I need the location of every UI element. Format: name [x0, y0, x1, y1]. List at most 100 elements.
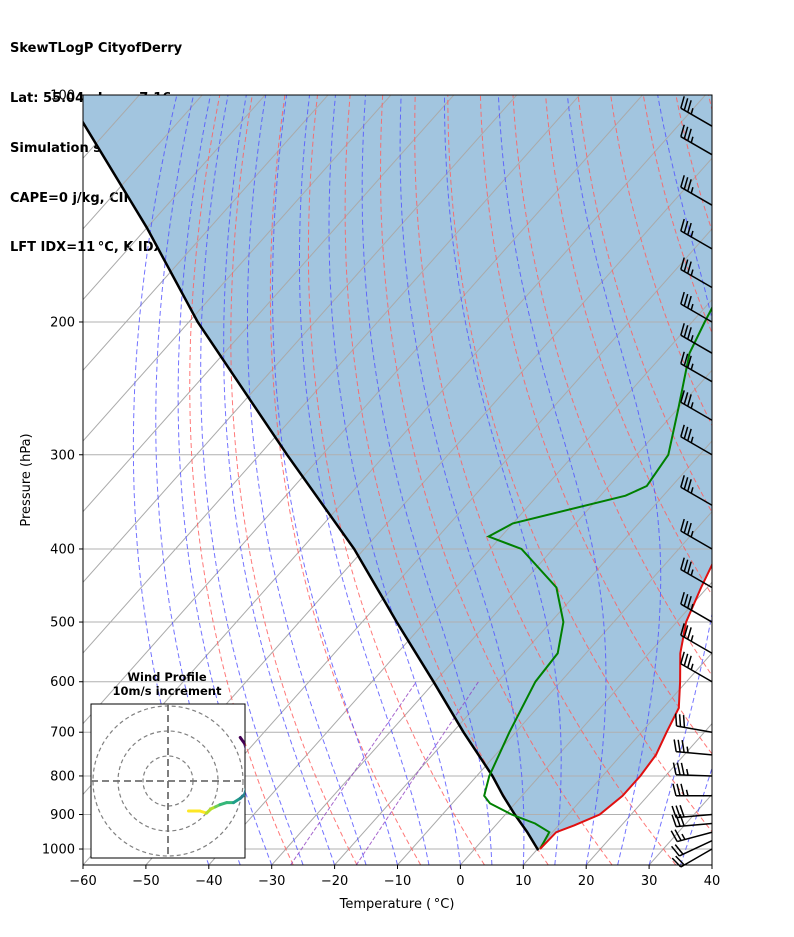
isotherm-line	[83, 95, 266, 301]
wind-barb-flag	[687, 627, 692, 640]
isotherm-line	[271, 369, 712, 865]
wind-barb-half-flag	[690, 187, 694, 194]
hodograph-segment	[249, 761, 250, 769]
wind-barb	[680, 591, 713, 623]
hodograph-segment	[247, 777, 249, 785]
wind-barb	[680, 175, 713, 206]
wind-barb	[680, 518, 713, 550]
wind-barb-half-flag	[690, 269, 694, 276]
wind-barb-flag	[674, 829, 682, 841]
wind-barb-flag	[680, 518, 685, 532]
wind-barb-half-flag	[686, 746, 689, 753]
wind-barb	[672, 762, 713, 777]
x-tick-label: 0	[456, 874, 464, 889]
y-tick-label: 200	[50, 315, 75, 330]
wind-barb-flag	[687, 394, 692, 407]
isotherm-line	[83, 95, 455, 513]
wind-barb-flag	[679, 813, 685, 827]
wind-barb-staff	[680, 334, 713, 354]
wind-barb	[680, 424, 713, 456]
wind-barb-flag	[682, 714, 686, 728]
wind-barb-flag	[687, 522, 692, 536]
wind-barb-staff	[680, 401, 713, 421]
wind-barb-staff	[680, 363, 713, 383]
wind-barb-flag	[687, 128, 692, 141]
wind-barb-staff	[676, 750, 713, 756]
wind-barb-flag	[687, 479, 692, 492]
y-tick-label: 1000	[42, 843, 75, 858]
wind-barb-flag	[683, 593, 689, 607]
y-axis-label: Pressure (hPa)	[19, 433, 34, 526]
x-tick-label: 30	[641, 874, 658, 889]
wind-barb-flag	[687, 595, 692, 609]
hodograph-plot	[91, 704, 250, 858]
wind-barb-staff	[676, 822, 713, 828]
wind-barb-flag	[680, 257, 685, 270]
wind-barb-staff	[676, 725, 713, 733]
wind-barb-staff	[677, 831, 713, 843]
wind-barb-flag	[679, 805, 685, 818]
wind-barb-staff	[680, 603, 713, 623]
wind-barb-flag	[673, 739, 677, 752]
wind-barb-half-flag	[690, 108, 694, 115]
dry-adiabat	[741, 95, 794, 865]
wind-barb-flag	[683, 126, 689, 139]
isotherm-line	[585, 722, 712, 865]
wind-barb-flag	[676, 762, 681, 775]
y-tick-label: 700	[50, 726, 75, 741]
wind-barb-half-flag	[690, 487, 694, 494]
isotherm-line	[208, 298, 712, 865]
wind-barb-staff	[680, 568, 713, 589]
wind-barb-flag	[680, 623, 685, 636]
wind-barb-flag	[680, 323, 685, 336]
x-tick-label: −50	[132, 874, 159, 889]
moist-adiabat	[132, 95, 210, 865]
dry-adiabat	[642, 95, 712, 335]
dry-adiabat	[675, 95, 712, 233]
wind-barb	[671, 813, 713, 828]
wind-barb-flag	[680, 475, 685, 488]
moist-adiabat	[361, 95, 493, 865]
moist-adiabat	[444, 95, 562, 865]
wind-barb	[671, 840, 713, 857]
moist-adiabat	[498, 95, 607, 865]
dry-adiabat	[414, 95, 677, 865]
wind-barb-flag	[683, 559, 689, 572]
cin-shading	[83, 95, 712, 850]
wind-barb-flag	[683, 353, 689, 366]
wind-barb-staff	[680, 268, 713, 289]
parcel-profile-line	[83, 120, 540, 851]
wind-barb-half-flag	[690, 402, 694, 409]
wind-barb-half-flag	[690, 603, 694, 611]
wind-barb-staff	[680, 663, 713, 683]
wind-barb-staff	[680, 303, 713, 323]
wind-barb-staff	[680, 848, 713, 868]
wind-barb-staff	[680, 107, 713, 127]
wind-barb-staff	[679, 840, 713, 857]
wind-barb-flag	[687, 428, 692, 441]
isotherm-line	[522, 652, 712, 865]
wind-barb	[671, 848, 713, 868]
wind-barb-flag	[687, 655, 692, 668]
wind-barb	[680, 124, 713, 156]
wind-barb-flag	[680, 351, 685, 364]
wind-barb-flag	[683, 426, 689, 439]
x-tick-label: −20	[321, 874, 348, 889]
wind-barb-half-flag	[681, 833, 686, 840]
wind-barb-flag	[681, 740, 685, 753]
wind-barb-flag	[677, 739, 681, 753]
wind-barb-flag	[671, 857, 682, 868]
x-tick-label: −10	[384, 874, 411, 889]
wind-barb-half-flag	[690, 436, 694, 443]
isotherm-line	[83, 95, 580, 654]
wind-barb	[673, 739, 713, 756]
wind-barb	[680, 623, 713, 654]
wind-barb-staff	[675, 773, 713, 777]
wind-barb-flag	[680, 651, 685, 664]
wind-barb	[672, 783, 712, 797]
wind-barb-flag	[683, 392, 689, 405]
wind-barb-flag	[675, 814, 681, 827]
x-tick-label: −40	[195, 874, 222, 889]
wind-barb-flag	[683, 98, 689, 111]
wind-barb-flag	[680, 424, 685, 437]
